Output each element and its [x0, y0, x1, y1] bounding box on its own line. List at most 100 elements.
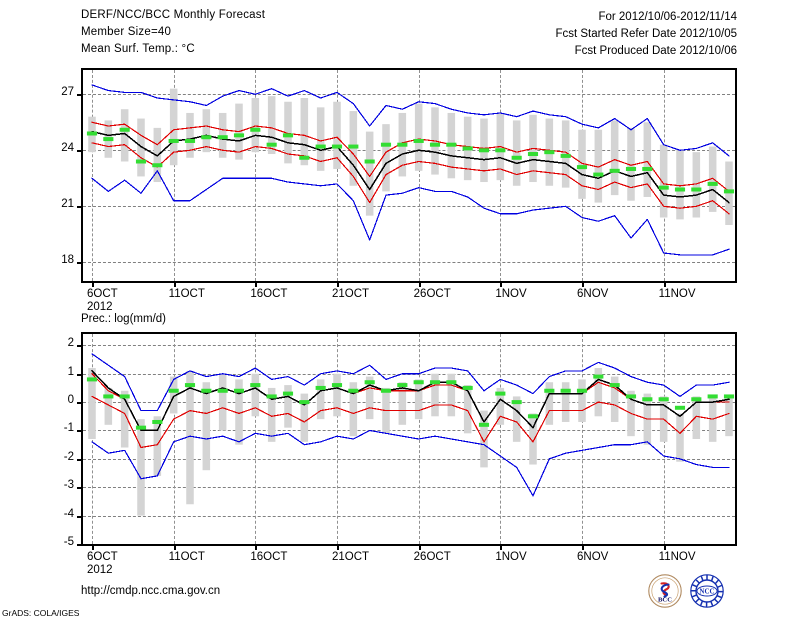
range-bar	[333, 101, 341, 169]
observed-dash	[331, 383, 343, 388]
gridline-y	[83, 402, 735, 404]
forecast-period: For 2012/10/06-2012/11/14	[598, 11, 737, 23]
bcc-logo: BCC	[648, 574, 682, 608]
observed-dash	[462, 385, 473, 390]
quartile-line	[91, 395, 730, 449]
observed-dash	[707, 181, 718, 186]
x-axis-label: 26OCT	[413, 551, 451, 563]
y-axis-tick	[77, 515, 83, 518]
observed-dash	[642, 397, 653, 402]
range-bar	[512, 120, 521, 186]
gridline-x	[173, 70, 175, 281]
x-axis-tick	[418, 281, 421, 287]
quartile-line	[91, 121, 730, 192]
observed-dash	[299, 155, 310, 160]
website-url[interactable]: http://cmdp.ncc.cma.gov.cn	[81, 585, 221, 597]
observed-dash	[429, 380, 441, 385]
observed-dash	[282, 391, 294, 396]
observed-dash	[233, 133, 245, 138]
observed-dashes	[86, 374, 735, 430]
range-bar	[692, 396, 701, 439]
range-bar	[120, 109, 129, 162]
range-bar	[235, 379, 243, 445]
observed-dash	[413, 380, 424, 385]
precipitation-plot-area	[83, 334, 735, 544]
y-axis-label: 2	[67, 337, 74, 350]
range-bar	[382, 124, 390, 192]
observed-dash	[397, 142, 408, 147]
observed-dash	[674, 187, 686, 192]
observed-dash	[315, 144, 326, 149]
range-bar	[529, 413, 537, 465]
range-bar	[300, 98, 309, 166]
range-bar	[137, 118, 145, 177]
svg-text:BCC: BCC	[658, 596, 672, 603]
range-bar	[218, 373, 227, 431]
x-axis-label: 26OCT	[413, 288, 451, 300]
y-axis-tick	[77, 402, 83, 405]
range-bar	[153, 416, 162, 476]
gridline-y	[83, 206, 735, 208]
observed-dash	[723, 189, 735, 194]
observed-dash	[625, 166, 637, 171]
range-bar	[725, 396, 733, 437]
range-bar	[251, 373, 260, 417]
observed-dash	[625, 394, 637, 399]
observed-dash	[119, 394, 130, 399]
range-bar	[610, 120, 619, 196]
y-axis-label: -4	[63, 507, 74, 520]
observed-dash	[691, 397, 702, 402]
observed-dash	[495, 148, 506, 153]
observed-dash	[593, 374, 604, 379]
temperature-plot-area	[83, 70, 735, 281]
observed-dash	[331, 144, 343, 149]
range-bar	[186, 112, 194, 158]
gridline-x	[500, 334, 502, 544]
page-title: DERF/NCC/BCC Monthly Forecast	[81, 9, 266, 21]
temperature-chart: 18 21 24 27	[61, 68, 737, 287]
observed-dash	[348, 388, 359, 393]
observed-dash	[266, 142, 277, 147]
observed-dash	[609, 168, 620, 173]
y-axis-label: 27	[61, 86, 74, 99]
x-axis-year-label: 2012	[87, 564, 113, 576]
x-axis-label: 11NOV	[658, 288, 696, 300]
observed-dash	[168, 388, 179, 393]
range-bar	[561, 382, 570, 422]
x-axis-tick	[582, 544, 584, 550]
y-axis-label: 1	[67, 365, 74, 378]
observed-dash	[527, 152, 539, 157]
svg-text:NCC: NCC	[699, 587, 714, 595]
extreme-percentile-line	[91, 170, 730, 256]
observed-dash	[478, 148, 490, 153]
observed-dash	[348, 144, 359, 149]
observed-dash	[201, 135, 212, 140]
range-bar	[137, 419, 145, 516]
observed-dash	[707, 394, 718, 399]
observed-dash	[560, 153, 571, 158]
gridline-x	[173, 334, 175, 544]
observed-dash	[446, 142, 457, 147]
observed-dash	[576, 388, 588, 393]
observed-dash	[674, 405, 686, 410]
observed-dash	[462, 146, 473, 151]
x-axis-label: 6OCT	[87, 551, 118, 563]
x-axis-label: 11OCT	[168, 551, 205, 563]
range-bar	[365, 131, 374, 216]
range-bar	[610, 376, 619, 422]
observed-dash	[723, 394, 735, 399]
x-axis-tick	[582, 281, 584, 287]
gridline-x	[255, 70, 257, 281]
observed-dash	[380, 142, 392, 147]
y-axis-label: -5	[63, 536, 74, 548]
x-axis-tick	[173, 281, 176, 287]
observed-dash	[544, 388, 555, 393]
observed-dash	[135, 159, 147, 164]
prec-panel-label: Prec.: log(mm/d)	[81, 313, 166, 325]
observed-dash	[86, 377, 98, 382]
x-axis-label: 21OCT	[332, 288, 370, 300]
x-axis-label: 1NOV	[495, 551, 527, 563]
ncc-logo: NCC	[690, 574, 724, 608]
range-bar	[708, 146, 717, 212]
range-bar	[676, 413, 684, 462]
